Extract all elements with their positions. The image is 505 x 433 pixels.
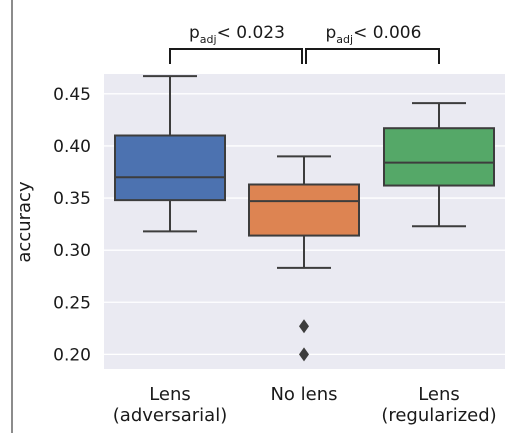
box-body <box>383 127 495 187</box>
p-value-label: padj< 0.023 <box>189 23 285 46</box>
significance-annotations: padj< 0.023 padj< 0.006 <box>169 23 440 64</box>
box-2 <box>383 102 495 228</box>
y-tick-label: 0.35 <box>53 189 91 209</box>
p-value-label: padj< 0.006 <box>326 23 422 46</box>
p-symbol: p <box>189 23 200 43</box>
y-tick-labels: 0.20 0.25 0.30 0.35 0.40 0.45 <box>53 85 91 366</box>
significance-bracket <box>169 48 303 64</box>
boxes <box>114 75 495 362</box>
outlier-marker <box>299 319 309 334</box>
p-value-text: < 0.023 <box>217 23 285 43</box>
box-1 <box>248 155 360 362</box>
box-0 <box>114 75 226 233</box>
box-body <box>248 183 360 237</box>
y-tick-label: 0.40 <box>53 137 91 157</box>
y-tick-label: 0.25 <box>53 293 91 313</box>
y-tick-label: 0.20 <box>53 345 91 365</box>
y-tick-label: 0.30 <box>53 241 91 261</box>
y-tick-label: 0.45 <box>53 85 91 105</box>
box-body <box>114 134 226 202</box>
p-symbol: p <box>326 23 337 43</box>
p-value-text: < 0.006 <box>353 23 421 43</box>
y-axis-label: accuracy <box>14 181 35 263</box>
p-subscript: adj <box>200 33 217 46</box>
outlier-marker <box>299 347 309 362</box>
p-subscript: adj <box>336 33 353 46</box>
annotation-1: padj< 0.006 <box>305 23 440 64</box>
annotation-0: padj< 0.023 <box>169 23 303 64</box>
x-label-line2: (adversarial) <box>113 405 227 426</box>
significance-bracket <box>305 48 440 64</box>
x-label-line2: (regularized) <box>381 405 496 426</box>
x-label-line1: Lens <box>149 384 191 405</box>
x-tick-labels: Lens(adversarial)No lens Lens(regularized… <box>113 384 497 426</box>
x-label-line1: No lens <box>270 384 337 405</box>
x-label-line1: Lens <box>418 384 460 405</box>
